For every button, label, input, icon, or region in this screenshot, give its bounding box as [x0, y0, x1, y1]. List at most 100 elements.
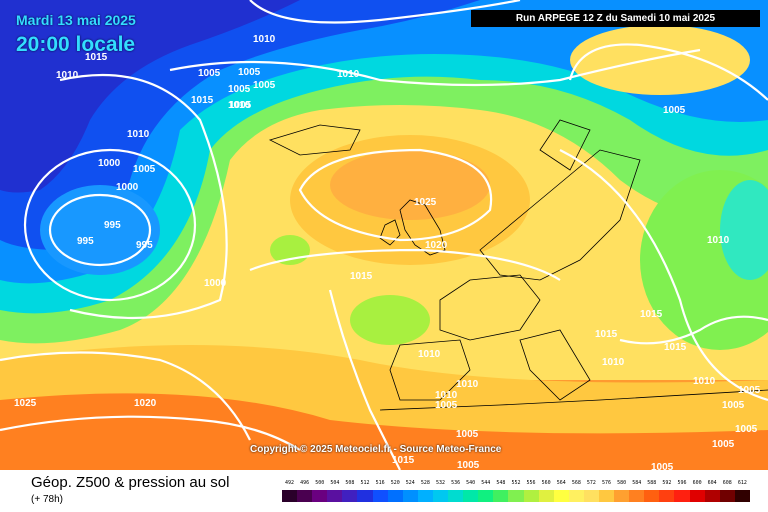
scale-label: 560 [541, 480, 551, 486]
scale-label: 604 [707, 480, 717, 486]
scale-label: 516 [375, 480, 385, 486]
scale-swatch [432, 490, 449, 502]
scale-swatch [342, 490, 358, 502]
copyright-text: Copyright © 2025 Meteociel.fr - Source M… [250, 444, 502, 455]
scale-swatch [448, 490, 464, 502]
pressure-label: 1025 [414, 197, 437, 208]
pressure-label: 1010 [228, 100, 251, 111]
scale-label: 504 [330, 480, 340, 486]
scale-swatch [614, 490, 630, 502]
scale-label: 608 [722, 480, 732, 486]
field-high-uk-core [330, 150, 490, 220]
pressure-label: 1005 [722, 400, 745, 411]
field-east-cyan [720, 180, 768, 280]
scale-swatch [372, 490, 388, 502]
scale-swatch [493, 490, 509, 502]
scale-labels: 492 496 500 504 508 512 516 520 524 528 532 536 540 5… [282, 480, 750, 489]
field-redorange [0, 393, 768, 470]
pressure-label: 1010 [418, 349, 441, 360]
scale-swatch [508, 490, 524, 502]
pressure-label: 1020 [134, 398, 157, 409]
scale-swatch [629, 490, 645, 502]
scale-swatch [357, 490, 373, 502]
geopotential-map: 1010 1015 1010 1005 1005 1005 1005 1005 … [0, 0, 768, 470]
scale-swatch [297, 490, 313, 502]
pressure-label: 1010 [253, 34, 276, 45]
pressure-label: 1015 [85, 52, 108, 63]
scale-label: 524 [405, 480, 415, 486]
pressure-label: 1000 [204, 278, 227, 289]
pressure-label: 1010 [693, 376, 716, 387]
scale-swatch [523, 490, 539, 502]
scale-label: 548 [496, 480, 506, 486]
scale-swatch [402, 490, 418, 502]
pressure-label: 1005 [228, 84, 251, 95]
pressure-label: 1000 [116, 182, 139, 193]
field-ne-yellow [570, 25, 750, 95]
scale-swatch [463, 490, 479, 502]
pressure-label: 1005 [198, 68, 221, 79]
pressure-label: 1010 [127, 129, 150, 140]
scale-swatch [553, 490, 569, 502]
scale-label: 568 [571, 480, 581, 486]
scale-swatch [689, 490, 705, 502]
pressure-label: 1010 [707, 235, 730, 246]
pressure-label: 1005 [456, 429, 479, 440]
pressure-label: 1010 [56, 70, 79, 81]
scale-swatch [674, 490, 690, 502]
scale-label: 512 [360, 480, 370, 486]
pressure-label: 1015 [595, 329, 618, 340]
pressure-label: 1005 [435, 400, 458, 411]
scale-label: 584 [632, 480, 642, 486]
pressure-label: 1005 [253, 80, 276, 91]
map-title: Géop. Z500 & pression au sol [31, 474, 230, 491]
scale-label: 588 [647, 480, 657, 486]
scale-swatch [659, 490, 675, 502]
pressure-label: 1005 [735, 424, 758, 435]
scale-label: 508 [345, 480, 355, 486]
pressure-label: 1005 [238, 67, 261, 78]
scale-label: 592 [662, 480, 672, 486]
pressure-label: 1005 [133, 164, 156, 175]
isobars [0, 0, 768, 470]
scale-swatch [327, 490, 343, 502]
pressure-label: 1010 [602, 357, 625, 368]
scale-swatch [644, 490, 660, 502]
pressure-label: 1005 [229, 100, 252, 111]
scale-label: 520 [390, 480, 400, 486]
field-green-blob2 [270, 235, 310, 265]
scale-swatch [704, 490, 720, 502]
scale-bar [282, 490, 750, 502]
scale-label: 528 [420, 480, 430, 486]
scale-label: 532 [435, 480, 445, 486]
scale-label: 596 [677, 480, 687, 486]
scale-swatch [568, 490, 584, 502]
scale-label: 564 [556, 480, 566, 486]
scale-label: 492 [285, 480, 295, 486]
scale-label: 552 [511, 480, 521, 486]
pressure-label: 1015 [640, 309, 663, 320]
field-green-blob [350, 295, 430, 345]
forecast-date: Mardi 13 mai 2025 [16, 12, 136, 28]
coastlines [268, 119, 768, 411]
pressure-label: 1015 [392, 455, 415, 466]
forecast-time: 20:00 locale [16, 33, 136, 56]
pressure-label: 995 [77, 236, 94, 247]
scale-label: 612 [737, 480, 747, 486]
pressure-label: 995 [136, 240, 153, 251]
scale-swatch [387, 490, 403, 502]
scale-label: 536 [451, 480, 461, 486]
scale-swatch [734, 490, 750, 502]
scale-swatch [583, 490, 599, 502]
pressure-label: 1010 [435, 390, 458, 401]
pressure-label: 1005 [712, 439, 735, 450]
forecast-range: (+ 78h) [31, 494, 63, 505]
pressure-label: 1010 [456, 379, 479, 390]
pressure-label: 1010 [337, 69, 360, 80]
pressure-label: 1015 [664, 342, 687, 353]
pressure-label: 1005 [651, 462, 674, 470]
scale-label: 580 [617, 480, 627, 486]
pressure-label: 1005 [738, 385, 761, 396]
scale-label: 556 [526, 480, 536, 486]
field-low-core [40, 185, 160, 275]
